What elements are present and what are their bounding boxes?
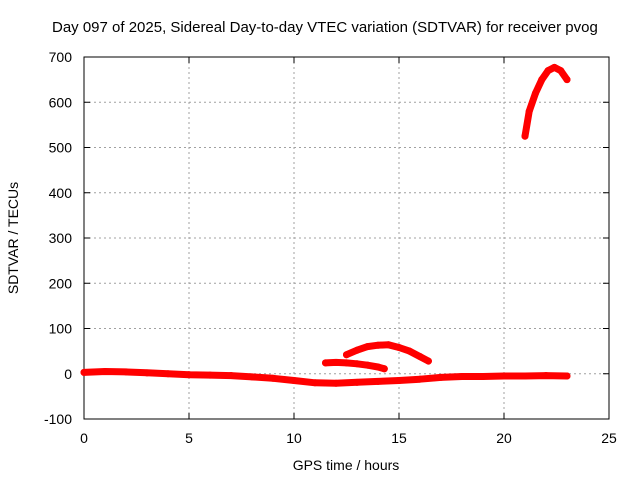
- data-point: [521, 372, 529, 380]
- data-point: [143, 369, 151, 377]
- y-tick-label: 400: [49, 185, 73, 201]
- data-point: [80, 368, 88, 376]
- data-point: [353, 378, 361, 386]
- data-point: [374, 363, 382, 371]
- x-tick-label: 15: [391, 430, 407, 446]
- data-point: [311, 379, 319, 387]
- data-point: [164, 370, 172, 378]
- data-point: [563, 76, 571, 84]
- y-axis-label: SDTVAR / TECUs: [5, 182, 21, 294]
- x-tick-label: 25: [601, 430, 617, 446]
- data-point: [479, 372, 487, 380]
- y-tick-label: -100: [44, 411, 72, 427]
- data-point: [185, 371, 193, 379]
- chart-title: Day 097 of 2025, Sidereal Day-to-day VTE…: [52, 19, 598, 36]
- data-point: [353, 346, 361, 354]
- data-point: [206, 371, 214, 379]
- data-point: [416, 375, 424, 383]
- series-layer: [80, 63, 571, 387]
- data-point: [332, 358, 340, 366]
- y-tick-label: 500: [49, 140, 73, 156]
- data-point: [406, 347, 413, 355]
- data-point: [290, 377, 298, 385]
- data-point: [544, 67, 552, 75]
- x-axis-label: GPS time / hours: [293, 457, 400, 473]
- data-point: [122, 368, 130, 376]
- data-point: [227, 372, 235, 380]
- x-tick-label: 5: [185, 430, 193, 446]
- tick-layer: 0 5 10 15 20 25 -100 0 100 200 300 400 500 600 700: [44, 49, 617, 446]
- data-point: [385, 341, 392, 349]
- data-point: [269, 374, 277, 382]
- data-point: [542, 372, 550, 380]
- data-point: [557, 67, 565, 75]
- data-point: [424, 357, 432, 365]
- x-tick-label: 0: [80, 430, 88, 446]
- y-tick-label: 700: [49, 49, 73, 65]
- data-point: [343, 351, 350, 359]
- data-point: [332, 379, 340, 387]
- data-point: [550, 63, 558, 71]
- data-point: [416, 353, 424, 361]
- data-point: [380, 365, 388, 373]
- data-point: [563, 372, 571, 380]
- y-tick-label: 600: [49, 94, 73, 110]
- series-baseline: [80, 368, 571, 387]
- data-point: [322, 359, 329, 367]
- data-point: [395, 344, 403, 352]
- y-tick-label: 300: [49, 230, 73, 246]
- data-point: [353, 360, 361, 368]
- data-point: [374, 377, 382, 385]
- y-tick-label: 0: [64, 366, 72, 382]
- data-point: [525, 107, 533, 115]
- data-point: [458, 372, 466, 380]
- data-point: [364, 343, 371, 351]
- data-point: [437, 373, 445, 381]
- data-point: [538, 76, 546, 84]
- data-point: [521, 132, 529, 140]
- data-point: [374, 341, 382, 349]
- grid-layer: [84, 57, 609, 419]
- y-tick-label: 100: [49, 321, 73, 337]
- y-tick-label: 200: [49, 275, 73, 291]
- data-point: [364, 361, 371, 369]
- data-point: [248, 373, 256, 381]
- x-tick-label: 10: [286, 430, 302, 446]
- data-point: [101, 367, 109, 375]
- data-point: [500, 372, 508, 380]
- data-point: [532, 89, 539, 97]
- x-tick-label: 20: [496, 430, 512, 446]
- data-point: [395, 377, 403, 385]
- data-point: [343, 359, 350, 367]
